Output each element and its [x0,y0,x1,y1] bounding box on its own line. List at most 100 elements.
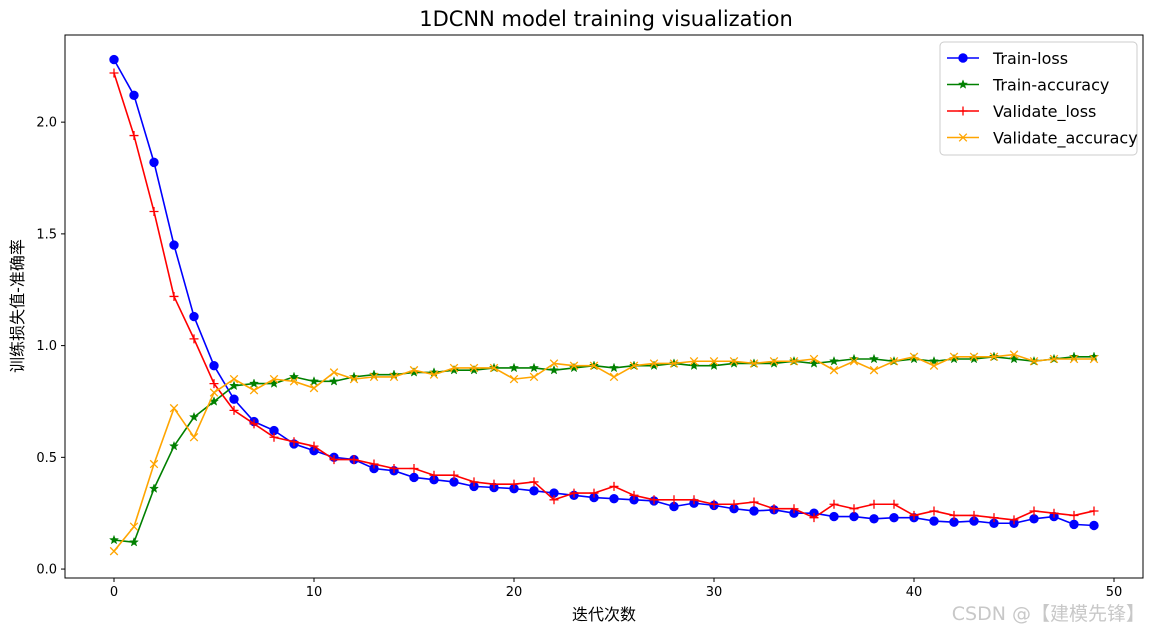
plot-series-group [108,54,1100,556]
point-train-accuracy [768,358,780,368]
point-validate-accuracy [789,356,799,366]
legend-label-validate-accuracy: Validate_accuracy [993,129,1138,149]
point-train-accuracy [128,536,140,547]
point-validate-accuracy [589,361,599,370]
point-validate-accuracy [209,388,219,397]
point-train-accuracy [548,364,560,375]
point-validate-accuracy [1009,350,1019,359]
point-validate-accuracy [609,372,619,382]
point-validate-accuracy [749,359,759,368]
point-validate-loss [1089,506,1099,516]
point-train-loss [1029,514,1039,524]
point-validate-loss [529,477,539,487]
chart-title: 1DCNN model training visualization [419,7,793,31]
series-line-validate-accuracy [113,353,1094,552]
point-validate-accuracy [389,372,399,382]
point-validate-loss [669,495,679,505]
point-validate-accuracy [129,522,139,531]
point-validate-loss [689,495,699,505]
point-validate-loss [709,499,719,509]
x-tick-label: 40 [906,585,923,600]
point-validate-accuracy [649,359,659,368]
point-train-loss [1089,520,1099,531]
point-validate-loss [169,291,179,301]
point-validate-accuracy [909,352,919,362]
y-tick-label: 1.5 [36,227,57,242]
point-train-accuracy [108,534,120,545]
point-validate-loss [129,131,139,141]
point-validate-loss [589,488,599,498]
point-validate-accuracy [929,361,939,370]
point-validate-loss [209,379,219,389]
point-validate-loss [1049,508,1059,518]
x-tick-label: 30 [706,585,723,600]
point-validate-accuracy [1089,354,1099,364]
point-validate-loss [409,464,419,474]
point-validate-loss [389,464,399,474]
point-validate-accuracy [809,354,819,364]
point-train-accuracy [728,358,740,368]
point-train-accuracy [308,376,320,386]
point-train-accuracy [528,362,540,373]
point-validate-loss [309,441,319,451]
point-validate-accuracy [709,356,719,366]
point-train-loss [209,361,219,371]
point-validate-loss [369,459,379,469]
point-validate-accuracy [949,352,959,362]
point-validate-accuracy [689,356,699,366]
legend-marker-validate-accuracy [958,133,968,142]
y-axis-ticks: 0.0 0.5 1.0 1.5 2.0 [36,116,65,578]
point-validate-loss [949,510,959,520]
point-train-loss [889,512,899,523]
legend-marker-validate-loss [958,106,968,116]
point-train-loss [529,486,539,496]
point-train-loss [109,54,119,65]
point-validate-loss [329,455,339,465]
point-validate-accuracy [829,365,839,375]
point-validate-loss [609,481,619,491]
point-train-accuracy [708,360,720,371]
point-train-accuracy [468,364,480,375]
point-validate-loss [469,477,479,487]
point-train-accuracy [928,355,940,366]
point-validate-loss [1009,515,1019,525]
point-train-loss [229,394,239,404]
point-train-loss [849,511,859,522]
point-validate-loss [249,419,259,429]
legend-marker-train-loss [958,53,968,63]
point-train-accuracy [288,371,300,382]
point-train-accuracy [508,362,520,373]
y-tick-label: 0.5 [36,451,57,466]
plot-frame [64,34,1144,579]
x-tick-label: 50 [1106,585,1123,600]
point-validate-loss [929,506,939,516]
point-validate-loss [769,504,779,514]
point-validate-accuracy [189,432,199,442]
point-validate-loss [109,68,119,78]
point-validate-loss [1069,510,1079,520]
point-train-accuracy [868,353,880,364]
point-train-loss [1069,519,1079,530]
point-train-accuracy [968,353,980,364]
x-axis-label: 迭代次数 [572,605,636,624]
point-validate-loss [229,405,239,415]
point-train-loss [609,493,619,504]
watermark: CSDN @【建模先锋】 [952,603,1145,625]
point-validate-accuracy [509,374,519,384]
point-validate-loss [269,432,279,442]
point-validate-loss [989,513,999,523]
point-validate-accuracy [549,359,559,368]
point-validate-accuracy [529,372,539,382]
point-validate-accuracy [769,356,779,366]
y-tick-label: 0.0 [36,563,57,578]
point-train-loss [129,90,139,101]
y-tick-label: 2.0 [36,116,57,131]
point-validate-loss [889,499,899,509]
legend-marker-train-accuracy [957,79,969,89]
point-validate-accuracy [989,352,999,362]
point-validate-loss [629,490,639,500]
point-validate-accuracy [269,374,279,384]
point-validate-accuracy [869,365,879,375]
point-validate-accuracy [329,368,339,377]
point-validate-accuracy [849,356,859,366]
